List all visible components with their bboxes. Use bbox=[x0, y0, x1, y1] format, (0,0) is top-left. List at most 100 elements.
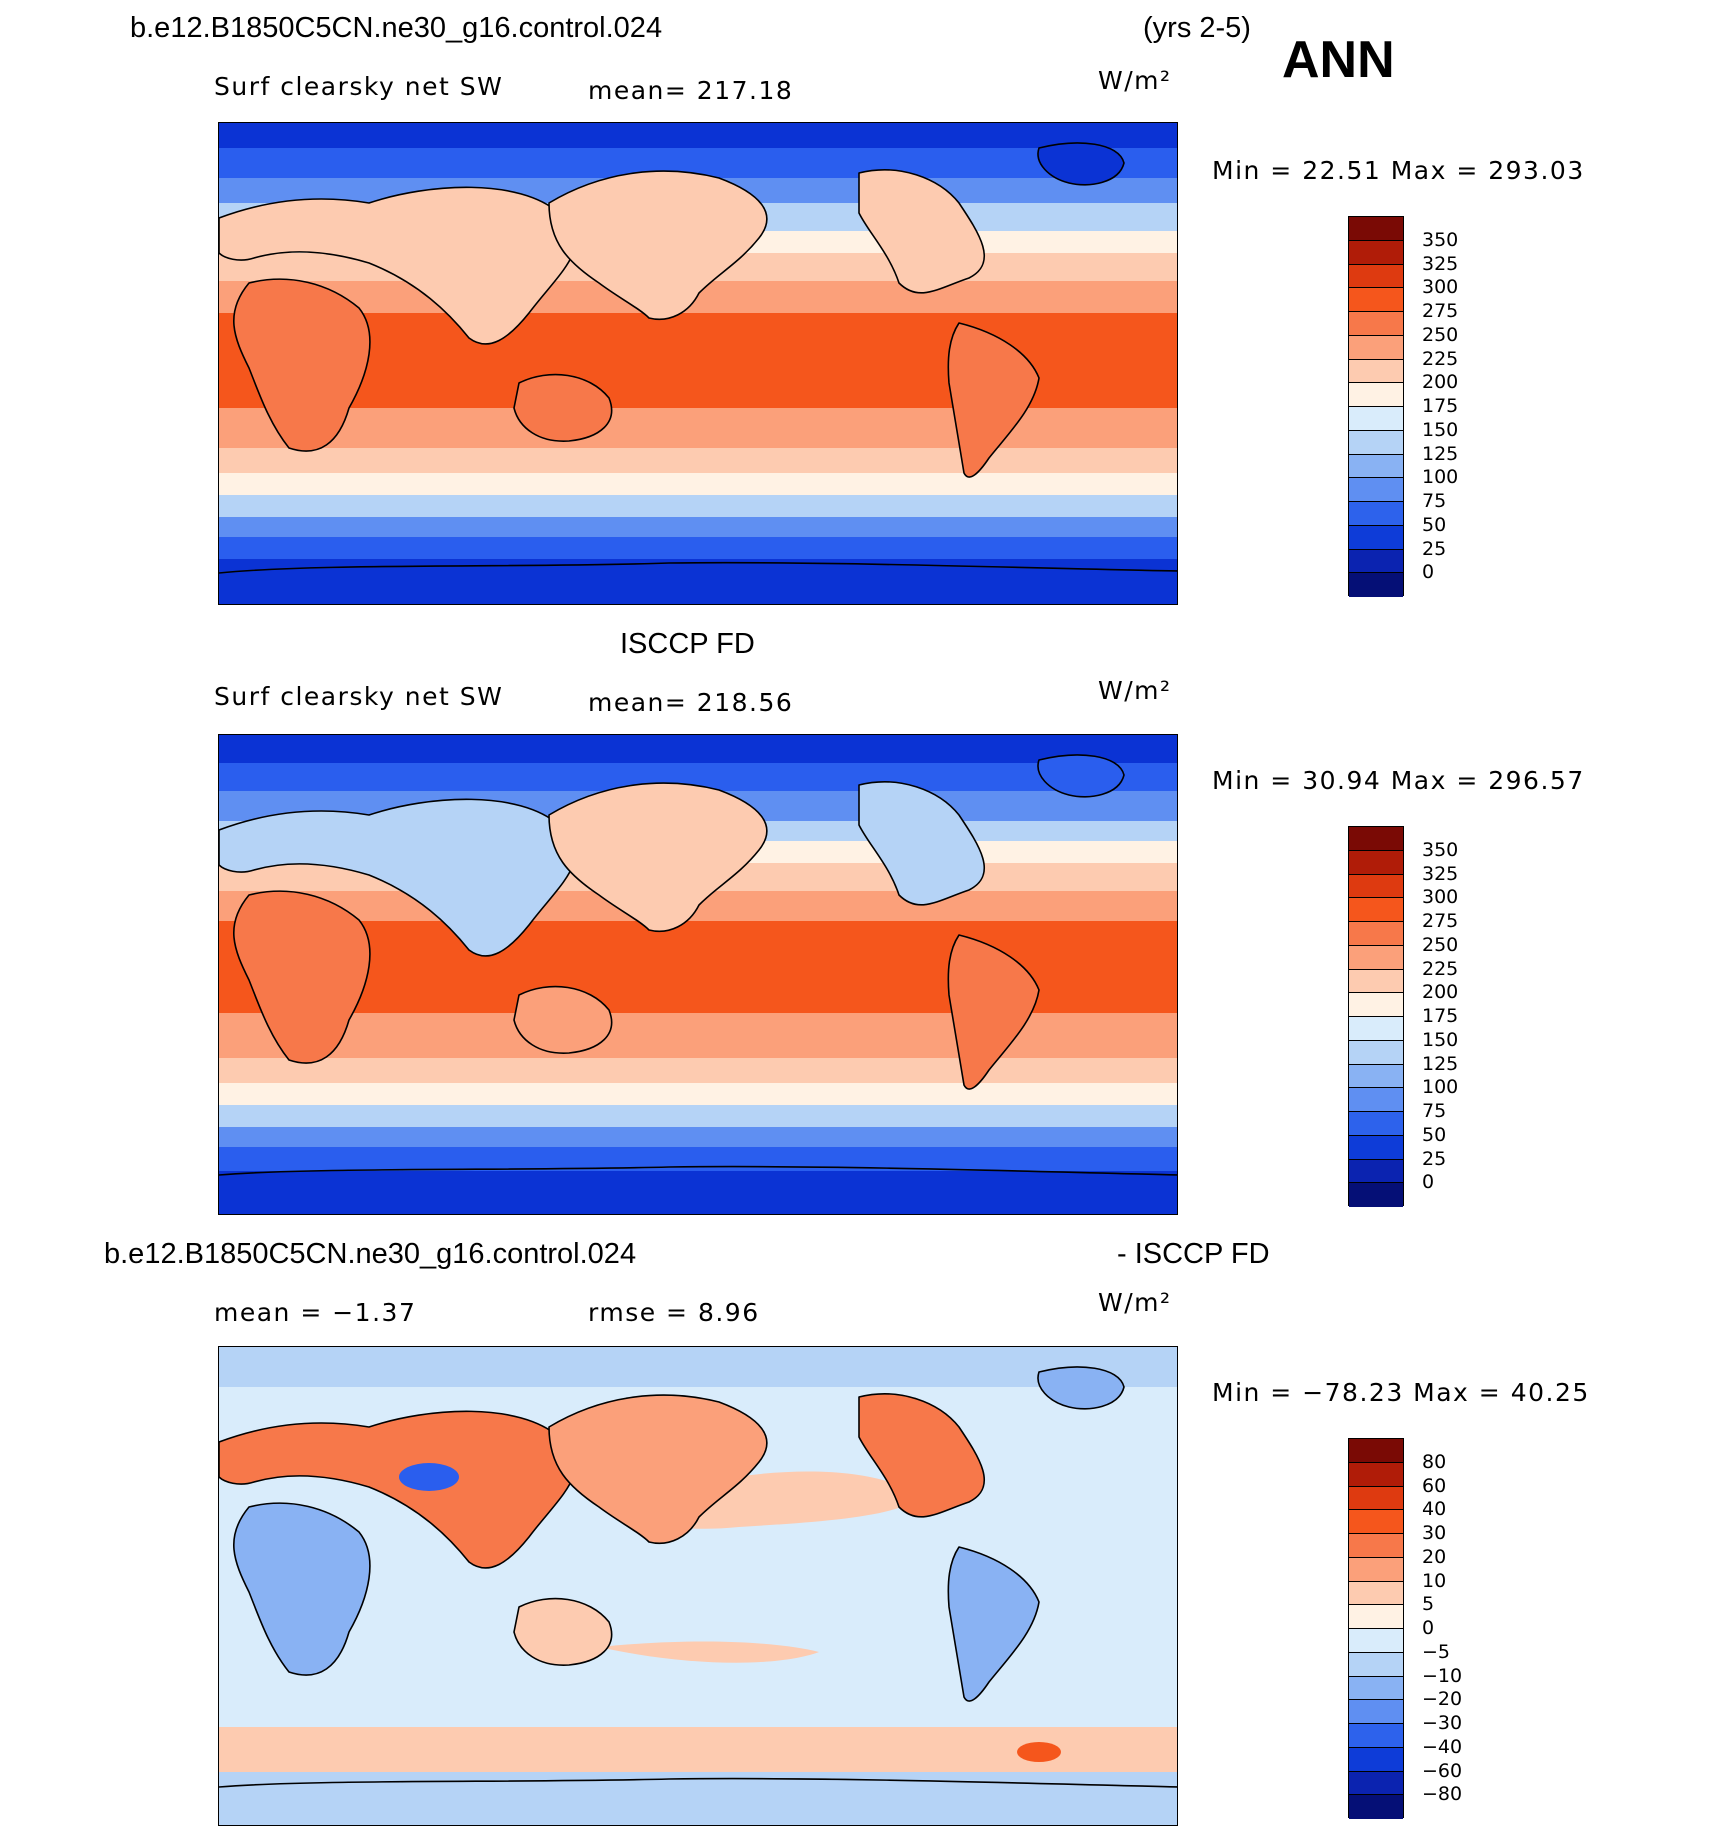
colorbar-swatch bbox=[1349, 969, 1403, 994]
colorbar-tick-label: 150 bbox=[1422, 1028, 1459, 1051]
colorbar-swatch bbox=[1349, 1040, 1403, 1065]
colorbar-tick-label: 125 bbox=[1422, 1052, 1459, 1075]
colorbar-swatch bbox=[1349, 993, 1403, 1017]
colorbar-swatch bbox=[1349, 1159, 1403, 1184]
panel3-mean: mean = −1.37 bbox=[214, 1298, 417, 1327]
colorbar-tick-label: 350 bbox=[1422, 838, 1459, 861]
colorbar-tick-label: 75 bbox=[1422, 490, 1447, 512]
colorbar-tick-label: 175 bbox=[1422, 1005, 1459, 1027]
colorbar-swatch bbox=[1349, 1486, 1403, 1511]
colorbar-swatch bbox=[1349, 1629, 1403, 1653]
colorbar-tick-label: 300 bbox=[1422, 886, 1459, 909]
colorbar-swatch bbox=[1349, 898, 1403, 922]
colorbar-swatch bbox=[1349, 502, 1403, 526]
colorbar-swatch bbox=[1349, 240, 1403, 265]
colorbar-swatch bbox=[1349, 850, 1403, 875]
panel1-units: W/m² bbox=[1098, 66, 1172, 95]
panel2-title: ISCCP FD bbox=[620, 628, 755, 660]
colorbar-tick-label: 250 bbox=[1422, 933, 1459, 956]
colorbar-tick-label: 30 bbox=[1422, 1522, 1447, 1544]
colorbar-swatch bbox=[1349, 264, 1403, 289]
colorbar-swatch bbox=[1349, 454, 1403, 479]
panel2-mean: mean= 218.56 bbox=[588, 688, 794, 717]
model-map-svg bbox=[219, 123, 1177, 604]
colorbar-tick-label: 200 bbox=[1422, 981, 1459, 1004]
colorbar-tick-label: 50 bbox=[1422, 1123, 1447, 1146]
colorbar-tick-label: 75 bbox=[1422, 1100, 1447, 1122]
colorbar-swatch bbox=[1349, 1439, 1403, 1463]
colorbar-tick-label: 5 bbox=[1422, 1593, 1435, 1616]
panel3-title-right: - ISCCP FD bbox=[1117, 1238, 1270, 1270]
colorbar-swatch bbox=[1349, 1064, 1403, 1089]
colorbar-swatch bbox=[1349, 1017, 1403, 1041]
colorbar-tick-label: 175 bbox=[1422, 395, 1459, 417]
colorbar-tick-label: 20 bbox=[1422, 1545, 1447, 1568]
map-panel-obs bbox=[218, 734, 1178, 1215]
colorbar-swatch bbox=[1349, 1771, 1403, 1796]
colorbar-tick-label: 40 bbox=[1422, 1498, 1447, 1521]
colorbar-swatch bbox=[1349, 478, 1403, 502]
panel1-mean: mean= 217.18 bbox=[588, 76, 794, 105]
colorbar-tick-label: 50 bbox=[1422, 513, 1447, 536]
panel2-variable: Surf clearsky net SW bbox=[214, 682, 504, 711]
colorbar-swatch bbox=[1349, 383, 1403, 407]
panel1-minmax: Min = 22.51 Max = 293.03 bbox=[1212, 156, 1585, 185]
colorbar-diff bbox=[1348, 1438, 1404, 1819]
colorbar-swatch bbox=[1349, 1724, 1403, 1748]
years-label: (yrs 2-5) bbox=[1143, 12, 1251, 44]
colorbar-swatch bbox=[1349, 1183, 1403, 1207]
colorbar-swatch bbox=[1349, 922, 1403, 946]
colorbar-tick-label: −20 bbox=[1422, 1688, 1463, 1711]
map-panel-diff bbox=[218, 1346, 1178, 1826]
colorbar-swatch bbox=[1349, 1700, 1403, 1724]
colorbar-swatch bbox=[1349, 1088, 1403, 1112]
colorbar-tick-label: 300 bbox=[1422, 276, 1459, 299]
colorbar-swatch bbox=[1349, 525, 1403, 550]
colorbar-tick-label: −10 bbox=[1422, 1664, 1463, 1687]
colorbar-tick-label: 0 bbox=[1422, 1617, 1435, 1639]
colorbar-tick-label: 275 bbox=[1422, 910, 1459, 932]
colorbar-tick-label: 225 bbox=[1422, 347, 1459, 370]
colorbar-swatch bbox=[1349, 1534, 1403, 1558]
colorbar-swatch bbox=[1349, 430, 1403, 455]
season-label: ANN bbox=[1282, 31, 1395, 89]
obs-map-svg bbox=[219, 735, 1177, 1214]
colorbar-swatch bbox=[1349, 1557, 1403, 1582]
colorbar-swatch bbox=[1349, 217, 1403, 241]
colorbar-tick-label: 200 bbox=[1422, 371, 1459, 394]
colorbar-swatch bbox=[1349, 1652, 1403, 1677]
colorbar-swatch bbox=[1349, 1135, 1403, 1160]
colorbar-tick-label: 350 bbox=[1422, 228, 1459, 251]
colorbar-swatch bbox=[1349, 1676, 1403, 1701]
colorbar-tick-label: 275 bbox=[1422, 300, 1459, 322]
colorbar-swatch bbox=[1349, 1112, 1403, 1136]
colorbar-tick-label: 225 bbox=[1422, 957, 1459, 980]
colorbar-tick-label: 0 bbox=[1422, 1171, 1435, 1194]
colorbar-swatch bbox=[1349, 407, 1403, 431]
colorbar-tick-label: 325 bbox=[1422, 862, 1459, 885]
colorbar-swatch bbox=[1349, 359, 1403, 384]
colorbar-tick-label: −40 bbox=[1422, 1735, 1463, 1758]
colorbar-tick-label: −5 bbox=[1422, 1640, 1451, 1663]
colorbar-swatch bbox=[1349, 874, 1403, 899]
colorbar-swatch bbox=[1349, 1581, 1403, 1606]
panel3-title-left: b.e12.B1850C5CN.ne30_g16.control.024 bbox=[104, 1238, 637, 1270]
panel2-minmax: Min = 30.94 Max = 296.57 bbox=[1212, 766, 1585, 795]
panel2-units: W/m² bbox=[1098, 676, 1172, 705]
panel3-rmse: rmse = 8.96 bbox=[588, 1298, 760, 1327]
panel1-variable: Surf clearsky net SW bbox=[214, 72, 504, 101]
colorbar-swatch bbox=[1349, 288, 1403, 312]
colorbar-tick-label: 325 bbox=[1422, 252, 1459, 275]
colorbar-swatch bbox=[1349, 1605, 1403, 1629]
panel3-minmax: Min = −78.23 Max = 40.25 bbox=[1212, 1378, 1590, 1407]
colorbar-tick-label: 150 bbox=[1422, 418, 1459, 441]
colorbar-swatch bbox=[1349, 335, 1403, 360]
colorbar-tick-label: 0 bbox=[1422, 561, 1435, 584]
colorbar-tick-label: 25 bbox=[1422, 537, 1447, 560]
colorbar-swatch bbox=[1349, 827, 1403, 851]
colorbar-swatch bbox=[1349, 573, 1403, 597]
colorbar-swatch bbox=[1349, 312, 1403, 336]
colorbar-swatch bbox=[1349, 1795, 1403, 1819]
colorbar-tick-label: 80 bbox=[1422, 1450, 1447, 1473]
colorbar-swatch bbox=[1349, 1747, 1403, 1772]
